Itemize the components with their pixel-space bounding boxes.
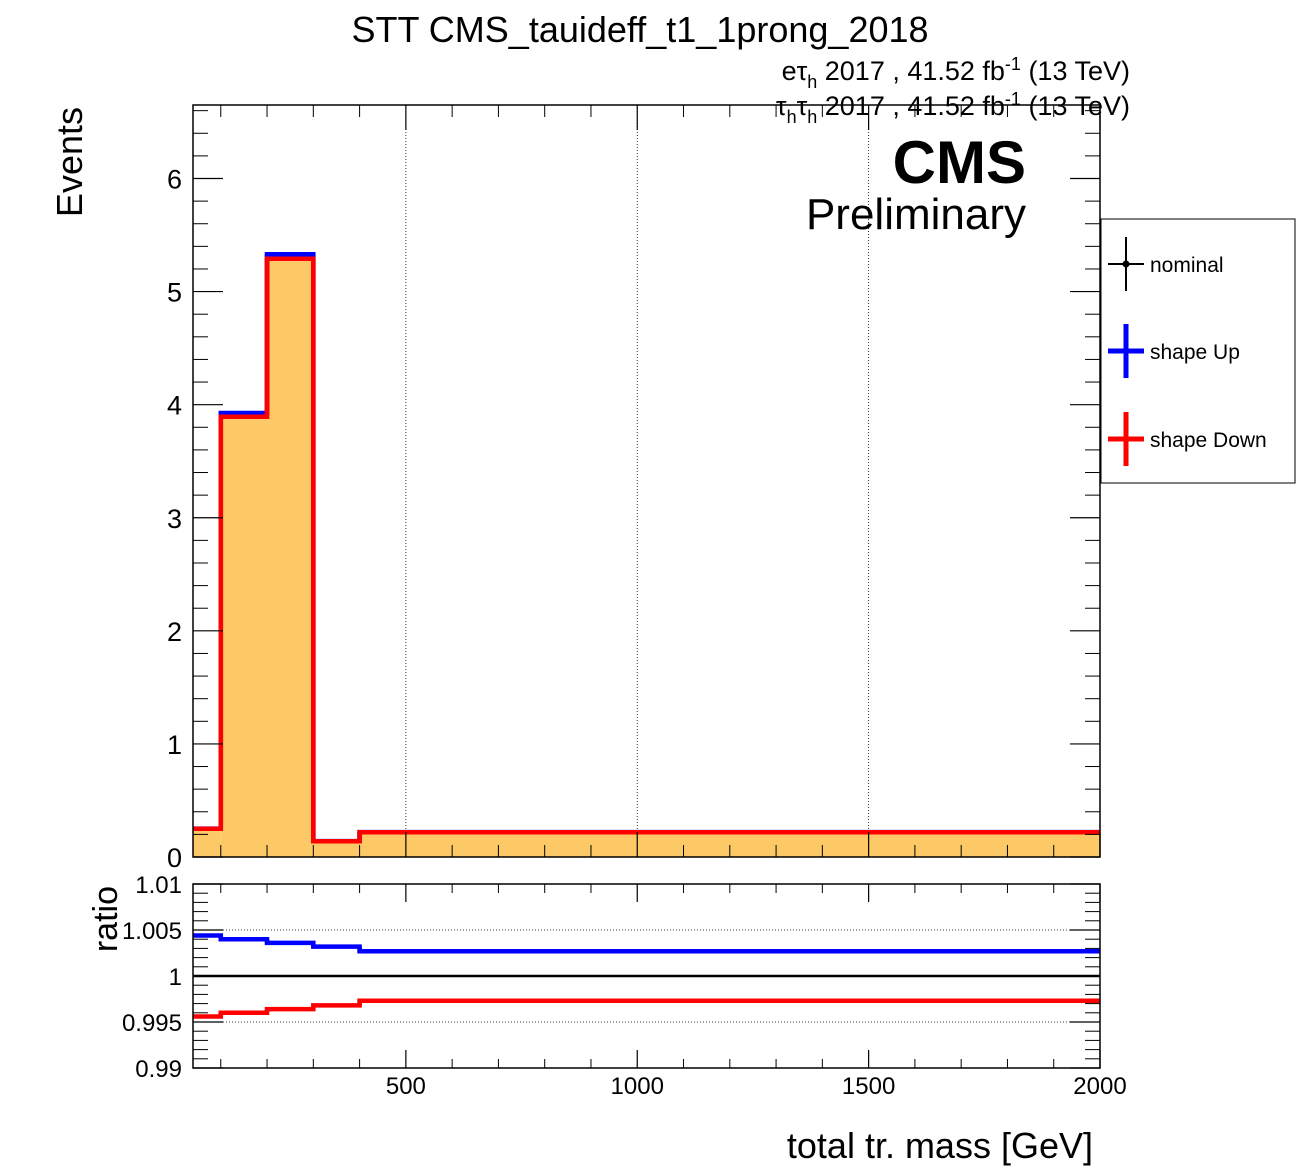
main-plot-frame — [192, 104, 1101, 858]
main-y-tick-label: 3 — [167, 504, 182, 534]
nominal-histogram-bar — [313, 841, 360, 857]
legend: nominal shape Up shape Down — [1100, 218, 1296, 484]
ratio-y-tick-label: 1.005 — [122, 918, 182, 945]
ratio-x-tick-label: 2000 — [1073, 1073, 1126, 1100]
ratio-x-tick-label: 500 — [386, 1073, 426, 1100]
main-y-tick-label: 1 — [167, 730, 182, 760]
ratio-y-axis-label: ratio — [87, 886, 125, 952]
main-y-tick-label: 4 — [167, 391, 182, 421]
ratio-plot-panel: 0.99 0.995 1 1.005 1.01 500 1000 1500 2000 — [122, 872, 1127, 1100]
shape-up-histogram-line — [193, 252, 1100, 844]
nominal-histogram-bar — [267, 256, 314, 857]
legend-label-shape-up: shape Up — [1150, 341, 1240, 364]
ratio-shape-down-line — [193, 998, 1100, 1019]
ratio-y-tick-label: 0.995 — [122, 1010, 182, 1037]
main-plot-panel: 0 1 2 3 4 5 6 — [167, 104, 1101, 873]
ratio-y-tick-label: 1.01 — [135, 872, 182, 899]
chart-title: STT CMS_tauideff_t1_1prong_2018 — [351, 9, 928, 50]
shape-down-histogram-line — [193, 256, 1100, 844]
main-y-tick-label: 0 — [167, 843, 182, 873]
cms-label: CMS — [893, 129, 1026, 196]
main-y-tick-label: 6 — [167, 165, 182, 195]
ratio-x-tick-label: 1500 — [842, 1073, 895, 1100]
legend-label-shape-down: shape Down — [1150, 429, 1267, 452]
header-line-2: τhτh 2017 , 41.52 fb-1 (13 TeV) — [776, 89, 1130, 127]
legend-entry-shape-up: shape Up — [1108, 324, 1240, 378]
ratio-y-tick-label: 0.99 — [135, 1056, 182, 1083]
x-axis-label: total tr. mass [GeV] — [787, 1125, 1093, 1166]
y-axis-label: Events — [49, 107, 90, 217]
cms-preliminary-label: Preliminary — [806, 190, 1026, 239]
main-y-tick-label: 2 — [167, 617, 182, 647]
legend-label-nominal: nominal — [1150, 254, 1224, 277]
ratio-shape-up-line — [193, 933, 1100, 954]
ratio-plot-frame — [192, 883, 1101, 1069]
main-y-tick-label: 5 — [167, 278, 182, 308]
header-line-1: eτh 2017 , 41.52 fb-1 (13 TeV) — [782, 54, 1130, 92]
ratio-x-tick-label: 1000 — [611, 1073, 664, 1100]
legend-entry-nominal: nominal — [1108, 237, 1224, 291]
nominal-histogram-bar — [193, 828, 221, 857]
ratio-y-tick-label: 1 — [169, 964, 182, 991]
nominal-histogram-bar — [220, 414, 268, 857]
legend-entry-shape-down: shape Down — [1108, 412, 1267, 466]
